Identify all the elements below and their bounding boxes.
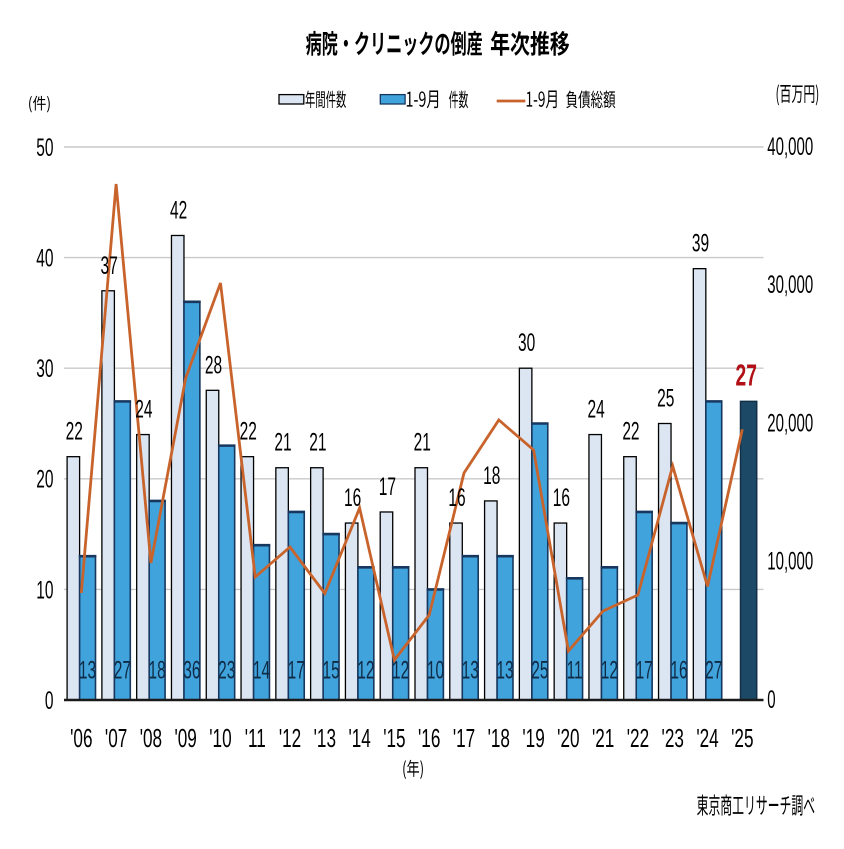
svg-text:12: 12: [357, 657, 374, 685]
svg-text:40: 40: [36, 245, 53, 273]
svg-text:'06: '06: [70, 723, 92, 753]
svg-text:'18: '18: [488, 723, 510, 753]
svg-text:'10: '10: [209, 723, 231, 753]
svg-text:17: 17: [636, 657, 653, 685]
svg-text:0: 0: [767, 686, 775, 714]
svg-text:17: 17: [379, 473, 396, 501]
svg-text:'11: '11: [245, 723, 266, 753]
svg-text:'22: '22: [627, 723, 649, 753]
svg-text:39: 39: [692, 230, 709, 258]
svg-text:'25: '25: [731, 723, 753, 753]
svg-text:13: 13: [79, 657, 96, 685]
svg-text:13: 13: [496, 657, 513, 685]
svg-text:27: 27: [736, 359, 757, 393]
svg-text:18: 18: [149, 657, 166, 685]
svg-text:30: 30: [518, 330, 535, 358]
svg-text:25: 25: [531, 657, 548, 685]
svg-text:27: 27: [114, 657, 131, 685]
svg-text:16: 16: [344, 484, 361, 512]
svg-text:12: 12: [601, 657, 618, 685]
svg-text:10,000: 10,000: [767, 548, 813, 576]
svg-text:20: 20: [36, 466, 53, 494]
svg-text:'24: '24: [696, 723, 718, 753]
svg-text:13: 13: [462, 657, 479, 685]
svg-text:21: 21: [274, 429, 291, 457]
svg-text:42: 42: [170, 197, 187, 225]
svg-text:'20: '20: [557, 723, 579, 753]
svg-text:10: 10: [36, 577, 53, 605]
svg-text:'07: '07: [105, 723, 127, 753]
svg-text:36: 36: [183, 657, 200, 685]
svg-text:'21: '21: [592, 723, 614, 753]
svg-text:11: 11: [567, 657, 583, 685]
svg-text:'15: '15: [383, 723, 405, 753]
svg-text:30,000: 30,000: [767, 271, 813, 299]
svg-text:16: 16: [553, 484, 570, 512]
svg-text:15: 15: [322, 657, 339, 685]
svg-text:'19: '19: [522, 723, 544, 753]
svg-text:'17: '17: [453, 723, 475, 753]
svg-text:14: 14: [253, 657, 270, 685]
svg-text:18: 18: [483, 462, 500, 490]
svg-text:21: 21: [414, 429, 431, 457]
svg-text:24: 24: [588, 396, 605, 424]
svg-text:25: 25: [657, 385, 674, 413]
svg-text:0: 0: [45, 687, 54, 715]
svg-text:'23: '23: [662, 723, 684, 753]
svg-text:20,000: 20,000: [767, 410, 813, 438]
svg-text:10: 10: [427, 657, 444, 685]
svg-text:'14: '14: [348, 723, 370, 753]
svg-text:22: 22: [622, 418, 639, 446]
svg-text:28: 28: [205, 352, 222, 380]
svg-text:37: 37: [100, 252, 117, 280]
svg-text:12: 12: [392, 657, 409, 685]
svg-text:27: 27: [705, 657, 722, 685]
svg-text:50: 50: [36, 134, 53, 162]
svg-text:23: 23: [218, 657, 235, 685]
svg-text:40,000: 40,000: [767, 133, 813, 161]
svg-text:22: 22: [66, 418, 83, 446]
svg-text:'16: '16: [418, 723, 440, 753]
svg-text:24: 24: [135, 396, 152, 424]
svg-text:21: 21: [309, 429, 326, 457]
svg-text:16: 16: [670, 657, 687, 685]
svg-text:'08: '08: [140, 723, 162, 753]
svg-text:'13: '13: [314, 723, 336, 753]
svg-text:'09: '09: [174, 723, 196, 753]
svg-text:17: 17: [288, 657, 305, 685]
svg-text:30: 30: [36, 355, 53, 383]
svg-text:22: 22: [240, 418, 257, 446]
svg-text:16: 16: [448, 484, 465, 512]
svg-text:'12: '12: [279, 723, 301, 753]
